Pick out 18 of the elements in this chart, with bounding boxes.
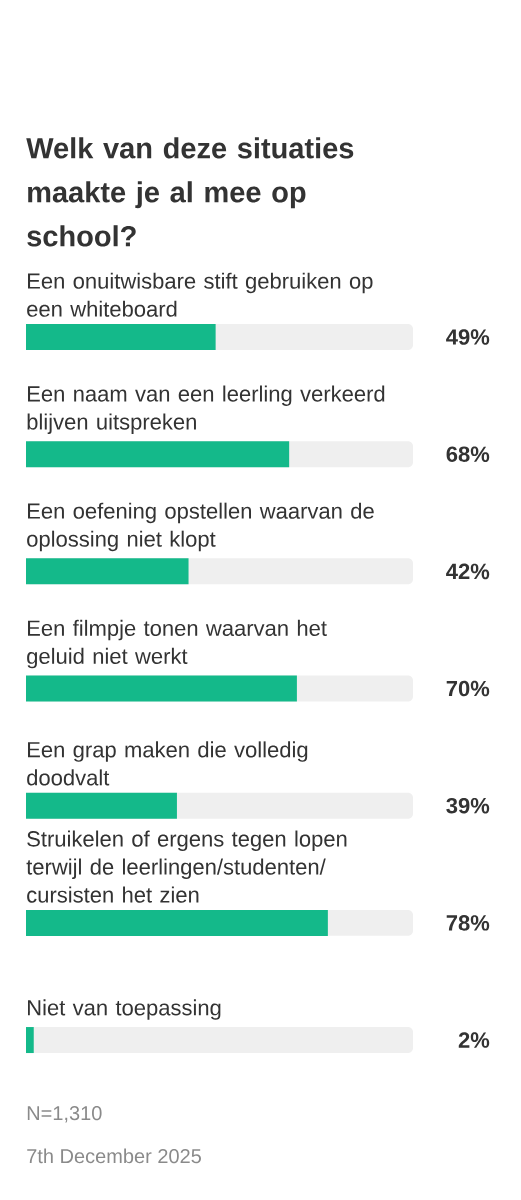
chart-title: Welk van deze situaties maakte je al mee op school? (26, 137, 354, 247)
text: N=1,310 (27, 1106, 102, 1123)
y-tick-label: Niet van toepassing (28, 999, 221, 1020)
y-tick-label: Een oefening opstellen waarvan de oplossing niet klopt (27, 502, 374, 552)
text: 7th December 2025 (27, 1148, 201, 1164)
data-label: 68% (446, 446, 490, 462)
data-label: 78% (446, 915, 490, 931)
data-label: 70% (446, 680, 490, 697)
y-tick-label: Een onuitwisbare stift gebruiken op een whiteboard (27, 272, 373, 317)
data-label: 2% (458, 1032, 490, 1048)
data-label: 42% (446, 563, 490, 580)
y-tick-label: Een grap maken die volledig doodvalt (27, 741, 308, 786)
data-label: 49% (446, 329, 490, 345)
data-label: 39% (446, 797, 490, 814)
y-tick-label: Een filmpje tonen waarvan het geluid niet werkt (27, 619, 327, 669)
y-tick-label: Struikelen of ergens tegen lopen terwijl de leerlingen/studenten/cursisten het zien (26, 830, 347, 903)
y-tick-label: Een naam van een leerling verkeerd blijven uitspreken (27, 385, 385, 434)
bar (26, 1027, 34, 1054)
